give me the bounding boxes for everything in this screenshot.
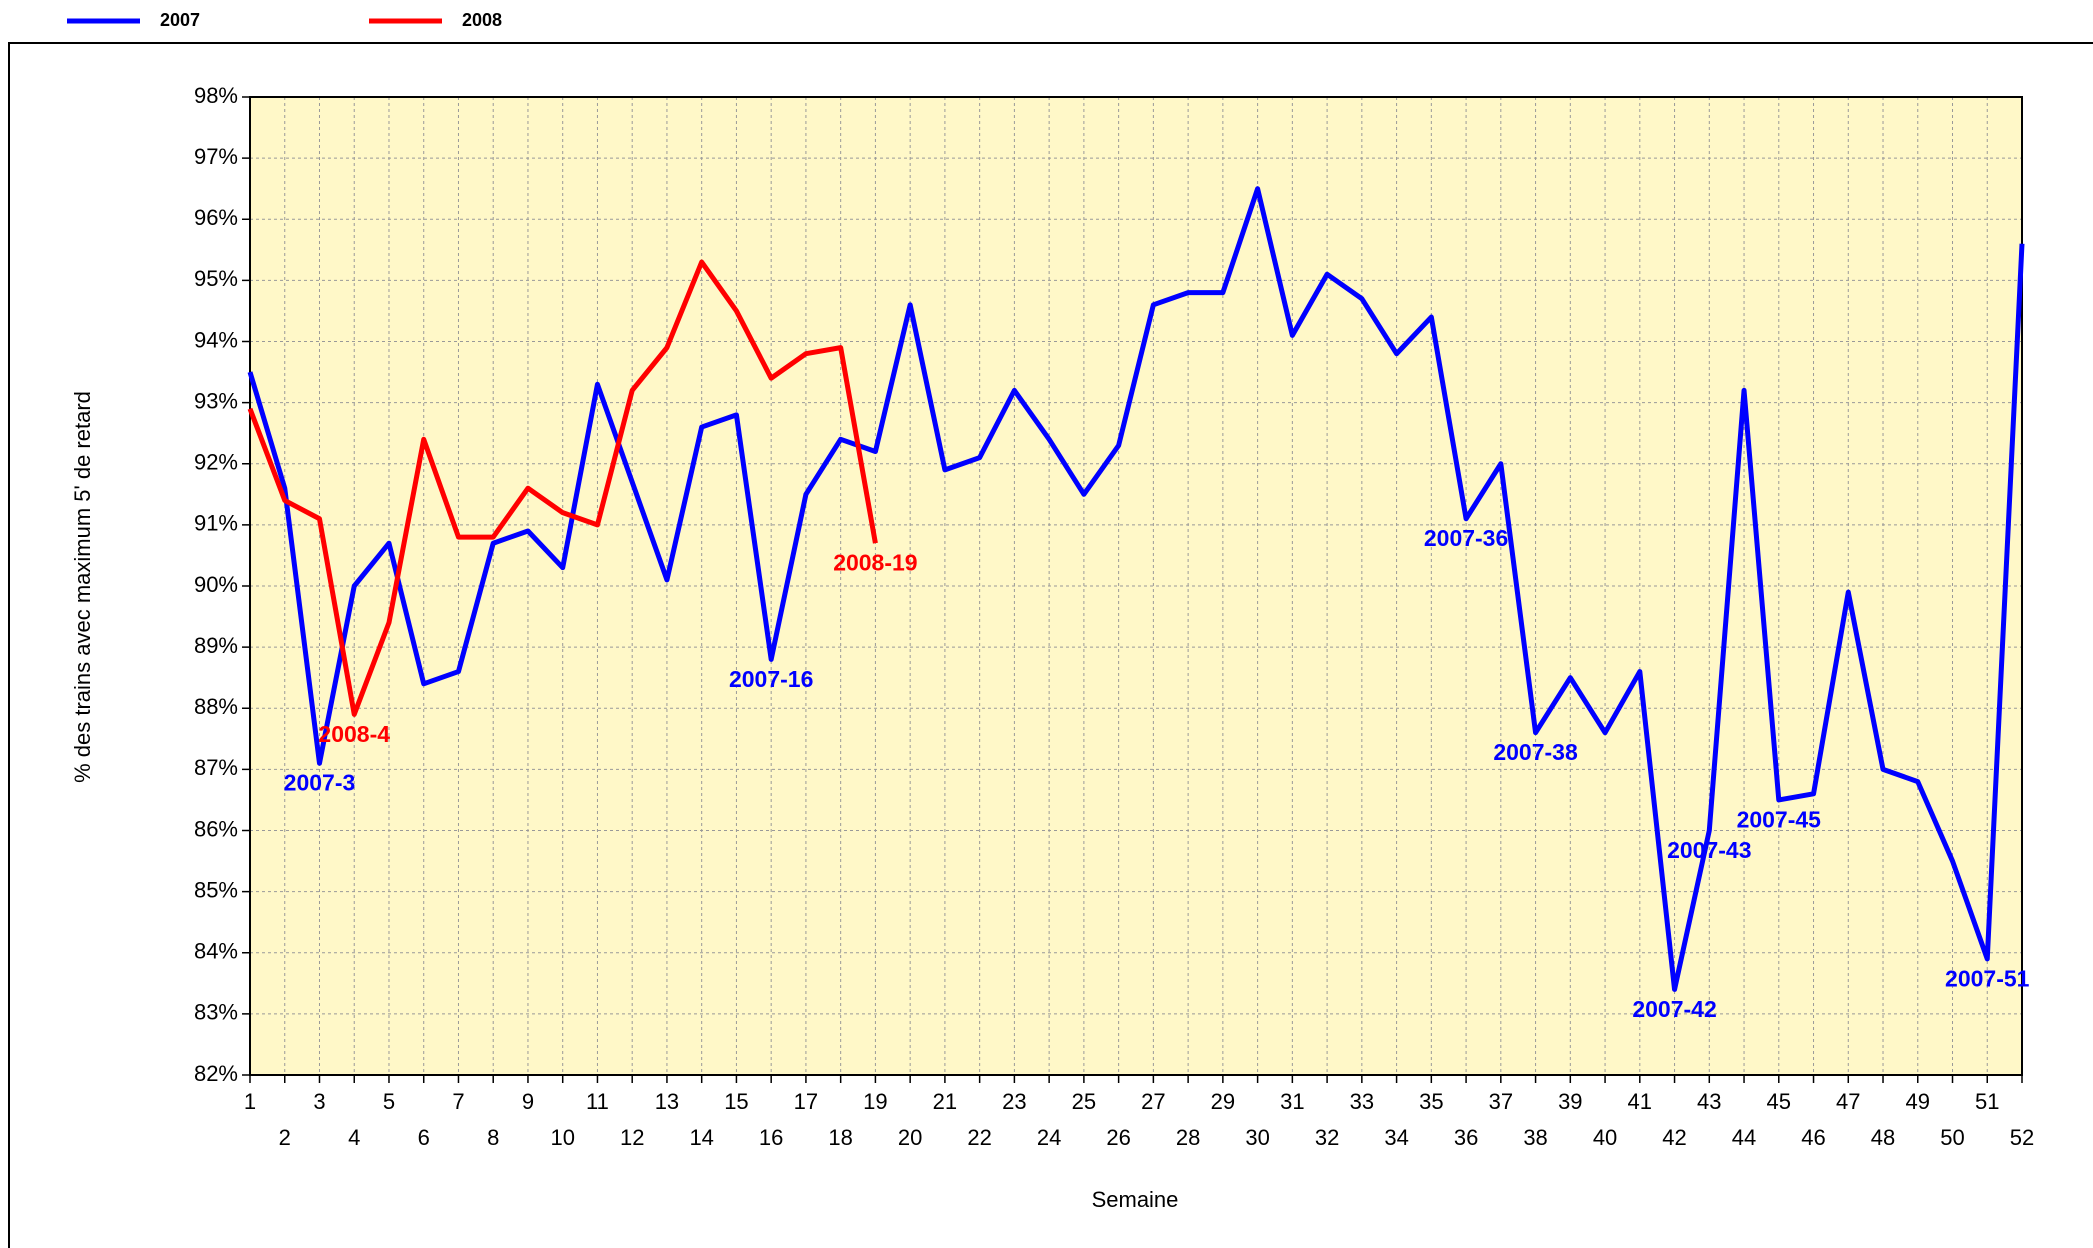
x-tick-label: 1 bbox=[244, 1089, 256, 1114]
plot-border bbox=[249, 96, 2023, 1076]
x-tick-label: 45 bbox=[1767, 1089, 1791, 1114]
x-tick-label: 19 bbox=[863, 1089, 887, 1114]
frame bbox=[8, 42, 2093, 1248]
x-tick-label: 35 bbox=[1419, 1089, 1443, 1114]
x-tick-label: 24 bbox=[1037, 1125, 1061, 1150]
x-tick-label: 7 bbox=[452, 1089, 464, 1114]
y-tick-label: 98% bbox=[194, 83, 238, 108]
x-tick-label: 33 bbox=[1350, 1089, 1374, 1114]
x-tick-label: 34 bbox=[1384, 1125, 1408, 1150]
annotation: 2007-38 bbox=[1493, 739, 1578, 765]
x-tick-label: 50 bbox=[1940, 1125, 1964, 1150]
x-tick-label: 41 bbox=[1628, 1089, 1652, 1114]
y-tick-label: 86% bbox=[194, 816, 238, 841]
x-tick-label: 38 bbox=[1523, 1125, 1547, 1150]
y-tick-label: 83% bbox=[194, 1000, 238, 1025]
x-tick-label: 13 bbox=[655, 1089, 679, 1114]
y-tick-label: 88% bbox=[194, 694, 238, 719]
x-tick-label: 43 bbox=[1697, 1089, 1721, 1114]
x-tick-label: 42 bbox=[1662, 1125, 1686, 1150]
y-tick-label: 95% bbox=[194, 266, 238, 291]
x-tick-label: 22 bbox=[967, 1125, 991, 1150]
annotation: 2007-42 bbox=[1632, 996, 1716, 1022]
y-tick-label: 84% bbox=[194, 939, 238, 964]
x-tick-label: 9 bbox=[522, 1089, 534, 1114]
x-tick-label: 21 bbox=[933, 1089, 957, 1114]
x-tick-label: 51 bbox=[1975, 1089, 1999, 1114]
annotation: 2007-51 bbox=[1945, 965, 2030, 991]
x-tick-label: 12 bbox=[620, 1125, 644, 1150]
x-tick-label: 31 bbox=[1280, 1089, 1304, 1114]
x-tick-label: 47 bbox=[1836, 1089, 1860, 1114]
y-tick-label: 97% bbox=[194, 144, 238, 169]
legend-label: 2007 bbox=[160, 10, 200, 30]
x-axis-label: Semaine bbox=[1092, 1187, 1179, 1212]
x-tick-label: 10 bbox=[550, 1125, 574, 1150]
annotation: 2007-36 bbox=[1424, 525, 1508, 551]
y-tick-label: 93% bbox=[194, 388, 238, 413]
x-tick-label: 25 bbox=[1072, 1089, 1096, 1114]
x-tick-label: 30 bbox=[1245, 1125, 1269, 1150]
x-tick-label: 37 bbox=[1489, 1089, 1513, 1114]
x-tick-label: 2 bbox=[279, 1125, 291, 1150]
x-tick-label: 39 bbox=[1558, 1089, 1582, 1114]
y-tick-label: 89% bbox=[194, 633, 238, 658]
x-tick-label: 23 bbox=[1002, 1089, 1026, 1114]
x-tick-label: 46 bbox=[1801, 1125, 1825, 1150]
x-tick-label: 6 bbox=[418, 1125, 430, 1150]
x-tick-label: 5 bbox=[383, 1089, 395, 1114]
y-tick-label: 91% bbox=[194, 511, 238, 536]
x-tick-label: 20 bbox=[898, 1125, 922, 1150]
y-axis-label: % des trains avec maximum 5' de retard bbox=[70, 391, 95, 783]
x-tick-label: 49 bbox=[1906, 1089, 1930, 1114]
x-tick-label: 26 bbox=[1106, 1125, 1130, 1150]
annotation: 2007-3 bbox=[284, 770, 356, 796]
y-tick-label: 90% bbox=[194, 572, 238, 597]
annotation: 2008-4 bbox=[318, 721, 390, 747]
x-tick-label: 27 bbox=[1141, 1089, 1165, 1114]
x-tick-label: 36 bbox=[1454, 1125, 1478, 1150]
series-line bbox=[247, 186, 2025, 992]
annotation: 2007-43 bbox=[1667, 837, 1751, 863]
y-tick-label: 96% bbox=[194, 205, 238, 230]
annotation: 2007-16 bbox=[729, 666, 813, 692]
x-tick-label: 28 bbox=[1176, 1125, 1200, 1150]
y-tick-label: 85% bbox=[194, 877, 238, 902]
x-tick-label: 32 bbox=[1315, 1125, 1339, 1150]
x-tick-label: 17 bbox=[794, 1089, 818, 1114]
x-tick-label: 15 bbox=[724, 1089, 748, 1114]
y-tick-label: 82% bbox=[194, 1061, 238, 1086]
x-tick-label: 48 bbox=[1871, 1125, 1895, 1150]
x-tick-label: 4 bbox=[348, 1125, 360, 1150]
legend-label: 2008 bbox=[462, 10, 502, 30]
x-tick-label: 16 bbox=[759, 1125, 783, 1150]
x-tick-label: 3 bbox=[313, 1089, 325, 1114]
x-tick-label: 18 bbox=[828, 1125, 852, 1150]
x-tick-label: 14 bbox=[689, 1125, 713, 1150]
y-tick-label: 87% bbox=[194, 755, 238, 780]
x-tick-label: 40 bbox=[1593, 1125, 1617, 1150]
x-tick-label: 44 bbox=[1732, 1125, 1756, 1150]
annotation: 2007-45 bbox=[1737, 806, 1822, 832]
x-tick-label: 29 bbox=[1211, 1089, 1235, 1114]
x-tick-label: 11 bbox=[586, 1089, 609, 1114]
x-tick-label: 52 bbox=[2010, 1125, 2034, 1150]
x-tick-label: 8 bbox=[487, 1125, 499, 1150]
series-line bbox=[247, 259, 878, 717]
y-tick-label: 92% bbox=[194, 450, 238, 475]
y-tick-label: 94% bbox=[194, 327, 238, 352]
annotation: 2008-19 bbox=[833, 550, 917, 576]
